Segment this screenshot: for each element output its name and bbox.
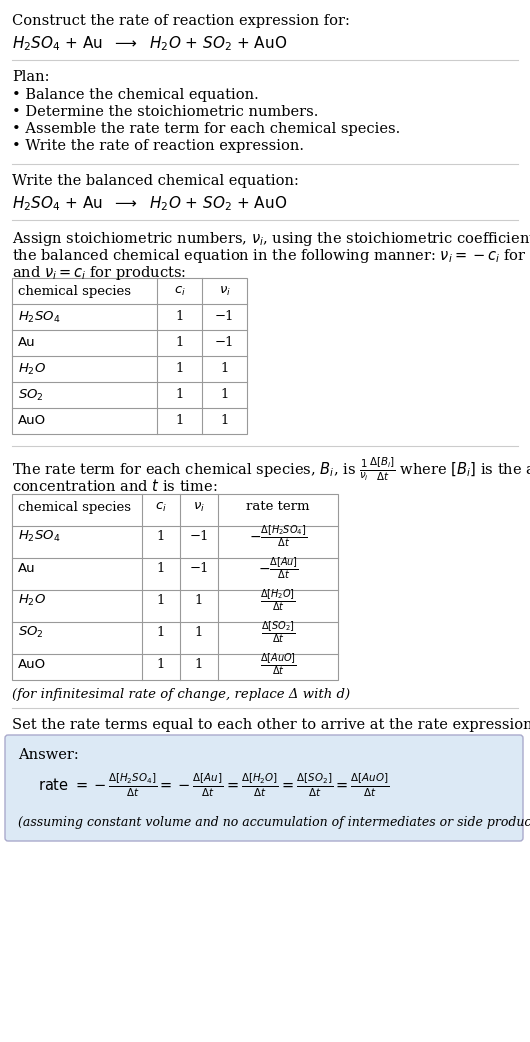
Text: $\frac{\Delta[AuO]}{\Delta t}$: $\frac{\Delta[AuO]}{\Delta t}$: [260, 651, 296, 677]
Text: 1: 1: [195, 658, 203, 670]
Text: 1: 1: [157, 594, 165, 606]
Text: Au: Au: [18, 337, 36, 349]
Text: −1: −1: [215, 311, 234, 323]
Text: AuO: AuO: [18, 658, 46, 670]
Text: 1: 1: [220, 389, 228, 401]
Text: $H_2SO_4$ + Au  $\longrightarrow$  $H_2O$ + $SO_2$ + AuO: $H_2SO_4$ + Au $\longrightarrow$ $H_2O$ …: [12, 34, 287, 53]
Text: the balanced chemical equation in the following manner: $\nu_i = -c_i$ for react: the balanced chemical equation in the fo…: [12, 247, 530, 265]
Bar: [12, 494, 338, 680]
Text: Plan:: Plan:: [12, 70, 49, 84]
Text: 1: 1: [157, 625, 165, 639]
Text: 1: 1: [195, 594, 203, 606]
Text: $SO_2$: $SO_2$: [18, 388, 44, 402]
Text: 1: 1: [175, 415, 184, 427]
Text: AuO: AuO: [18, 415, 46, 427]
Text: 1: 1: [175, 363, 184, 375]
Text: 1: 1: [157, 529, 165, 543]
Text: −1: −1: [215, 337, 234, 349]
Text: and $\nu_i = c_i$ for products:: and $\nu_i = c_i$ for products:: [12, 264, 187, 282]
Text: 1: 1: [175, 311, 184, 323]
Text: (for infinitesimal rate of change, replace Δ with d): (for infinitesimal rate of change, repla…: [12, 688, 350, 701]
Text: 1: 1: [157, 562, 165, 574]
Text: $SO_2$: $SO_2$: [18, 624, 44, 640]
Text: Construct the rate of reaction expression for:: Construct the rate of reaction expressio…: [12, 14, 350, 28]
Text: Write the balanced chemical equation:: Write the balanced chemical equation:: [12, 174, 299, 188]
Text: chemical species: chemical species: [18, 284, 131, 298]
Text: $\nu_i$: $\nu_i$: [218, 284, 231, 298]
Text: Assign stoichiometric numbers, $\nu_i$, using the stoichiometric coefficients, $: Assign stoichiometric numbers, $\nu_i$, …: [12, 230, 530, 248]
Text: chemical species: chemical species: [18, 500, 131, 514]
Text: −1: −1: [189, 529, 209, 543]
Text: −1: −1: [189, 562, 209, 574]
Text: 1: 1: [157, 658, 165, 670]
Text: $\frac{\Delta[SO_2]}{\Delta t}$: $\frac{\Delta[SO_2]}{\Delta t}$: [261, 619, 295, 645]
Text: rate $= -\frac{\Delta[H_2SO_4]}{\Delta t} = -\frac{\Delta[Au]}{\Delta t} = \frac: rate $= -\frac{\Delta[H_2SO_4]}{\Delta t…: [38, 772, 390, 799]
Text: The rate term for each chemical species, $B_i$, is $\frac{1}{\nu_i}\frac{\Delta[: The rate term for each chemical species,…: [12, 456, 530, 483]
Text: Au: Au: [18, 562, 36, 574]
Text: $H_2SO_4$: $H_2SO_4$: [18, 309, 60, 324]
FancyBboxPatch shape: [5, 735, 523, 841]
Text: $H_2SO_4$ + Au  $\longrightarrow$  $H_2O$ + $SO_2$ + AuO: $H_2SO_4$ + Au $\longrightarrow$ $H_2O$ …: [12, 194, 287, 213]
Text: 1: 1: [175, 337, 184, 349]
Text: 1: 1: [220, 363, 228, 375]
Text: $\nu_i$: $\nu_i$: [193, 500, 205, 514]
Text: 1: 1: [220, 415, 228, 427]
Text: Set the rate terms equal to each other to arrive at the rate expression:: Set the rate terms equal to each other t…: [12, 718, 530, 731]
Text: 1: 1: [175, 389, 184, 401]
Text: $H_2O$: $H_2O$: [18, 593, 46, 607]
Text: $-\frac{\Delta[Au]}{\Delta t}$: $-\frac{\Delta[Au]}{\Delta t}$: [258, 555, 298, 580]
Text: $-\frac{\Delta[H_2SO_4]}{\Delta t}$: $-\frac{\Delta[H_2SO_4]}{\Delta t}$: [249, 523, 307, 549]
Text: $H_2O$: $H_2O$: [18, 362, 46, 376]
Text: $c_i$: $c_i$: [174, 284, 185, 298]
Text: rate term: rate term: [246, 500, 310, 514]
Text: 1: 1: [195, 625, 203, 639]
Text: $\frac{\Delta[H_2O]}{\Delta t}$: $\frac{\Delta[H_2O]}{\Delta t}$: [260, 587, 296, 613]
Text: • Write the rate of reaction expression.: • Write the rate of reaction expression.: [12, 139, 304, 153]
Text: Answer:: Answer:: [18, 748, 79, 762]
Text: • Determine the stoichiometric numbers.: • Determine the stoichiometric numbers.: [12, 105, 319, 119]
Text: • Assemble the rate term for each chemical species.: • Assemble the rate term for each chemic…: [12, 122, 400, 137]
Text: • Balance the chemical equation.: • Balance the chemical equation.: [12, 88, 259, 102]
Text: concentration and $t$ is time:: concentration and $t$ is time:: [12, 478, 217, 494]
Text: $H_2SO_4$: $H_2SO_4$: [18, 528, 60, 544]
Text: $c_i$: $c_i$: [155, 500, 167, 514]
Text: (assuming constant volume and no accumulation of intermediates or side products): (assuming constant volume and no accumul…: [18, 816, 530, 829]
Bar: [12, 278, 247, 435]
